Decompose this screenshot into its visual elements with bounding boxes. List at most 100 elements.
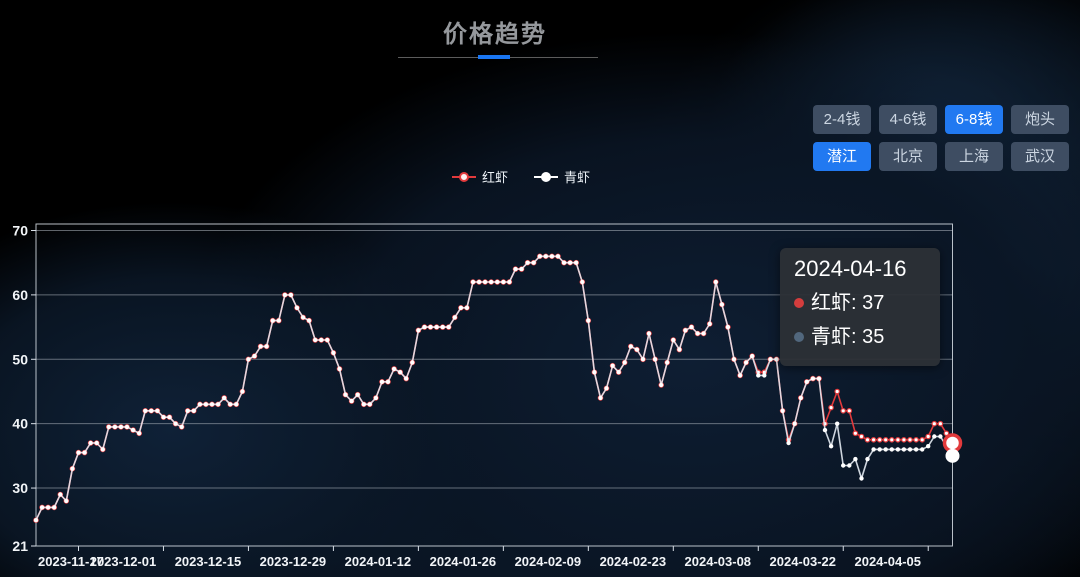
data-point xyxy=(713,279,718,285)
data-point xyxy=(652,357,658,362)
data-point xyxy=(294,305,300,310)
data-point xyxy=(434,324,439,330)
city-filter-button-3[interactable]: 武汉 xyxy=(1011,142,1069,171)
city-filter-group: 潜江 北京 上海 武汉 xyxy=(813,142,1069,171)
data-point xyxy=(598,395,603,401)
title-underline-accent xyxy=(478,55,510,59)
title-underline xyxy=(398,55,598,59)
data-point xyxy=(913,447,919,452)
data-point xyxy=(149,408,154,413)
data-point xyxy=(39,505,45,510)
data-point xyxy=(270,318,275,323)
chart-legend: 红虾 青虾 xyxy=(452,167,590,186)
data-point xyxy=(634,347,640,352)
data-point xyxy=(391,366,397,372)
data-point xyxy=(737,373,743,378)
data-point xyxy=(780,408,785,413)
data-point xyxy=(822,427,828,433)
city-filter-button-2[interactable]: 上海 xyxy=(945,142,1003,171)
data-point xyxy=(130,427,136,433)
data-point xyxy=(489,279,494,285)
tooltip-row-1: 青虾: 35 xyxy=(794,320,924,354)
data-point xyxy=(628,344,633,349)
data-point xyxy=(355,392,360,397)
data-point xyxy=(937,420,944,427)
data-point xyxy=(646,331,652,336)
data-point xyxy=(112,424,118,430)
size-filter-button-2[interactable]: 6-8钱 xyxy=(945,105,1003,134)
size-filter-button-0[interactable]: 2-4钱 xyxy=(813,105,871,134)
data-point xyxy=(422,324,427,330)
data-point xyxy=(804,379,809,384)
data-point xyxy=(762,373,767,378)
data-point xyxy=(155,408,160,413)
data-point xyxy=(167,415,172,420)
data-point xyxy=(137,431,142,436)
data-point xyxy=(385,379,391,384)
data-point xyxy=(531,260,536,265)
data-point xyxy=(458,305,464,310)
data-point xyxy=(853,456,858,462)
legend-item-1[interactable]: 青虾 xyxy=(534,167,590,186)
data-point xyxy=(543,254,548,259)
legend-item-0[interactable]: 红虾 xyxy=(452,167,508,186)
data-point xyxy=(616,370,621,375)
series-dot-icon xyxy=(794,298,804,308)
data-point xyxy=(197,402,203,407)
x-axis-label: 2024-01-12 xyxy=(345,554,412,569)
data-point xyxy=(440,324,445,330)
data-point xyxy=(191,408,196,413)
y-axis-label: 50 xyxy=(12,351,28,367)
data-point xyxy=(919,436,926,443)
data-point xyxy=(70,466,75,471)
data-point xyxy=(64,498,69,504)
data-point xyxy=(858,433,865,440)
data-point xyxy=(731,357,737,362)
data-point xyxy=(798,395,803,401)
data-point xyxy=(774,357,779,362)
data-point xyxy=(361,402,366,407)
data-point xyxy=(768,357,773,362)
data-point xyxy=(665,360,670,365)
data-point xyxy=(756,373,761,378)
data-point xyxy=(877,447,882,452)
data-point xyxy=(810,376,816,381)
tooltip-row-0: 红虾: 37 xyxy=(794,286,924,320)
data-point xyxy=(907,436,913,443)
data-point xyxy=(677,347,682,352)
data-point xyxy=(786,440,791,446)
data-point xyxy=(507,279,512,285)
data-point xyxy=(537,254,542,259)
data-point xyxy=(932,434,937,439)
emphasis-point-white[interactable] xyxy=(945,448,960,463)
data-point xyxy=(840,407,847,414)
city-filter-button-1[interactable]: 北京 xyxy=(879,142,937,171)
data-point xyxy=(404,376,409,381)
data-point xyxy=(45,505,51,510)
data-point xyxy=(203,402,209,407)
x-axis-label: 2024-01-26 xyxy=(430,554,497,569)
data-point xyxy=(252,353,257,359)
data-point xyxy=(343,392,348,397)
data-point xyxy=(828,444,834,449)
data-point xyxy=(373,395,379,401)
data-point xyxy=(895,447,901,452)
size-filter-button-3[interactable]: 炮头 xyxy=(1011,105,1069,134)
data-point xyxy=(574,260,579,265)
data-point xyxy=(871,447,876,452)
data-point xyxy=(88,440,93,446)
data-point xyxy=(319,337,324,343)
data-point xyxy=(743,360,749,365)
legend-line-marker-icon xyxy=(534,171,559,182)
data-point xyxy=(33,518,39,523)
data-point xyxy=(859,476,864,481)
data-point xyxy=(834,388,841,395)
data-point xyxy=(325,337,330,343)
data-point xyxy=(337,366,342,372)
size-filter-button-1[interactable]: 4-6钱 xyxy=(879,105,937,134)
data-point xyxy=(124,424,130,430)
emphasis-point-red[interactable] xyxy=(942,433,963,453)
city-filter-button-0[interactable]: 潜江 xyxy=(813,142,871,171)
